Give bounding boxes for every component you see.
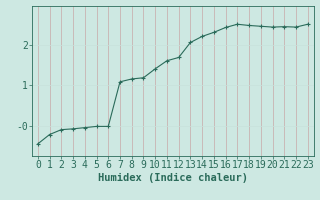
X-axis label: Humidex (Indice chaleur): Humidex (Indice chaleur): [98, 173, 248, 183]
